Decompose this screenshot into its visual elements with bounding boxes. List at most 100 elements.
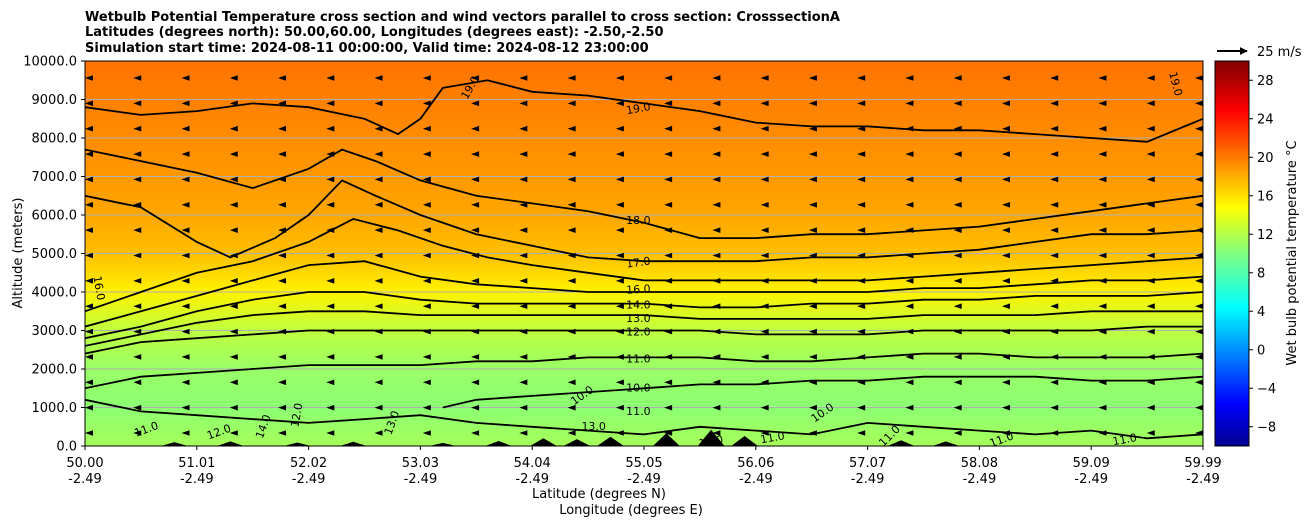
- contour-line-18.0: [85, 148, 1203, 239]
- wind-vector: [1050, 303, 1059, 310]
- wind-vector: [1098, 252, 1107, 259]
- wind-vector: [1001, 404, 1010, 411]
- wind-vector: [374, 404, 383, 411]
- wind-vector: [471, 379, 480, 386]
- x-tick-label-lon: -2.49: [404, 472, 438, 487]
- wind-vector: [326, 379, 335, 386]
- wind-vector: [953, 151, 962, 157]
- wind-vector: [374, 328, 383, 335]
- wind-vector: [471, 252, 480, 259]
- wind-vector: [1098, 125, 1107, 132]
- wind-vector: [1146, 303, 1155, 310]
- wind-vector: [471, 278, 480, 284]
- wind-vector: [1146, 328, 1155, 335]
- wind-vector: [615, 379, 624, 386]
- contour-line-13.0: [85, 310, 1203, 347]
- wind-vector: [615, 303, 624, 310]
- wind-vector: [422, 328, 431, 335]
- wind-vector: [808, 227, 817, 233]
- wind-vector: [664, 303, 673, 310]
- wind-vector: [1146, 201, 1155, 208]
- wind-vector: [326, 303, 335, 310]
- wind-vector: [278, 303, 287, 310]
- wind-vector: [808, 125, 817, 132]
- wind-vector: [519, 100, 528, 107]
- wind-vector: [133, 252, 142, 259]
- wind-vector: [519, 151, 528, 157]
- wind-vector: [953, 176, 962, 183]
- wind-vector: [712, 430, 721, 436]
- wind-vector: [133, 303, 142, 310]
- wind-vector: [1050, 379, 1059, 386]
- y-tick-label: 0.0: [56, 440, 77, 455]
- wind-vector: [760, 252, 769, 259]
- wind-vector: [422, 176, 431, 183]
- wind-vector: [374, 227, 383, 233]
- wind-vector: [85, 176, 93, 183]
- wind-vector: [422, 404, 431, 411]
- wind-vector: [712, 303, 721, 310]
- x-tick-label-lon: -2.49: [739, 472, 773, 487]
- wind-vector: [1146, 278, 1155, 284]
- wind-vector: [1001, 151, 1010, 157]
- wind-vector: [1195, 201, 1203, 208]
- wind-vector: [760, 379, 769, 386]
- wind-vector: [567, 252, 576, 259]
- wind-vector: [181, 151, 190, 157]
- wind-vector: [1195, 151, 1203, 157]
- wind-vector: [181, 125, 190, 132]
- wind-vector: [229, 404, 238, 411]
- colorbar-tick-label: 28: [1257, 74, 1274, 89]
- wind-vector: [905, 125, 914, 132]
- wind-vector: [1146, 430, 1155, 436]
- wind-vector: [1146, 227, 1155, 233]
- wind-vector: [664, 354, 673, 360]
- wind-vector: [422, 379, 431, 386]
- wind-vector: [1001, 430, 1010, 436]
- wind-vector: [1195, 379, 1203, 386]
- wind-vector: [1050, 430, 1059, 436]
- contour-label: 11.0: [626, 405, 651, 418]
- wind-vector: [1195, 303, 1203, 310]
- x-tick-label-lat: 56.06: [737, 456, 774, 471]
- wind-vector: [374, 278, 383, 284]
- wind-vector: [422, 252, 431, 259]
- wind-vector: [808, 176, 817, 183]
- x-axis-label-longitude: Longitude (degrees E): [559, 503, 703, 518]
- wind-vector: [664, 252, 673, 259]
- colorbar-tick-label: 24: [1257, 112, 1274, 127]
- wind-vector: [615, 354, 624, 360]
- wind-vector: [519, 176, 528, 183]
- y-tick-label: 10000.0: [23, 55, 77, 70]
- wind-vector: [519, 430, 528, 436]
- wind-vector: [519, 303, 528, 310]
- wind-vector: [953, 227, 962, 233]
- wind-vector: [374, 379, 383, 386]
- wind-vector: [567, 227, 576, 233]
- wind-vector: [664, 430, 673, 436]
- wind-vector: [1001, 278, 1010, 284]
- contour-line-12.0: [85, 325, 1203, 355]
- wind-vector: [905, 328, 914, 335]
- wind-vector: [857, 176, 866, 183]
- wind-vector: [1146, 404, 1155, 411]
- wind-vector: [905, 227, 914, 233]
- wind-vector: [953, 252, 962, 259]
- contour-line-11.0: [85, 398, 1203, 440]
- wind-vector: [374, 430, 383, 436]
- wind-vector: [519, 125, 528, 132]
- wind-vector: [1098, 100, 1107, 107]
- wind-vector: [1195, 75, 1203, 81]
- colorbar-tick-label: 12: [1257, 228, 1274, 243]
- x-axis-ticks: 50.00-2.4951.01-2.4952.02-2.4953.03-2.49…: [66, 446, 1222, 487]
- wind-vector: [953, 430, 962, 436]
- wind-vector: [471, 100, 480, 107]
- wind-vector: [567, 430, 576, 436]
- wind-vector: [664, 75, 673, 81]
- wind-vector: [133, 176, 142, 183]
- wind-vector: [712, 75, 721, 81]
- wind-vector: [374, 100, 383, 107]
- wind-vector: [181, 404, 190, 411]
- wind-vector: [1195, 430, 1203, 436]
- wind-vector: [1195, 227, 1203, 233]
